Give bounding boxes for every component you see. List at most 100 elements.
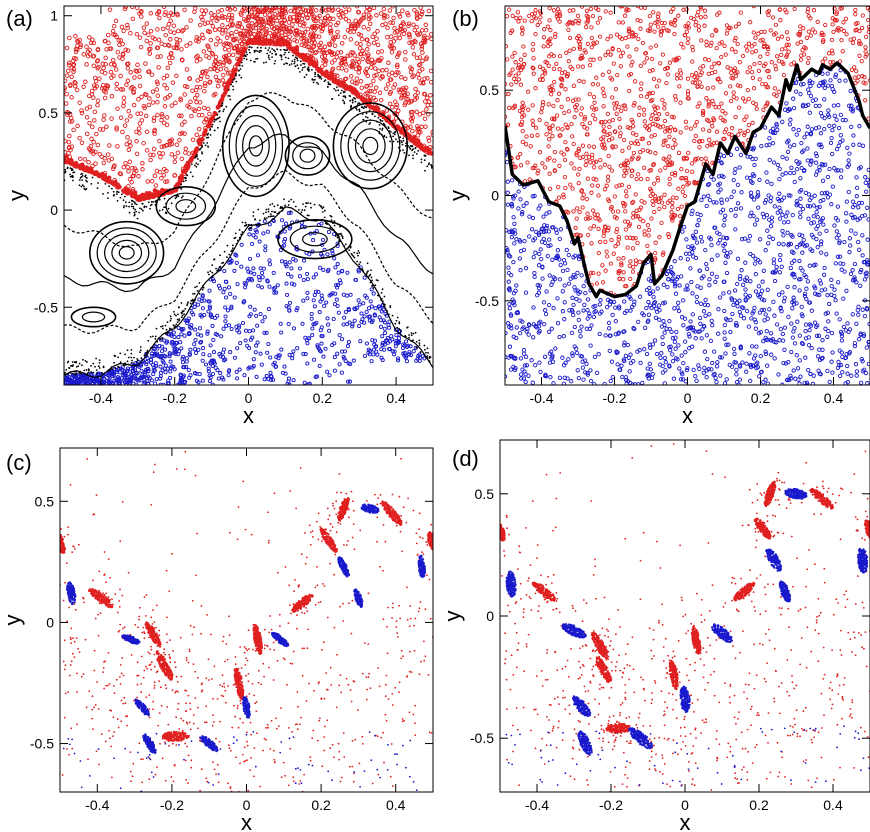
chaotic-point: [385, 136, 388, 139]
red-point: [252, 7, 257, 12]
chaotic-point: [413, 151, 416, 154]
chaotic-point: [88, 369, 90, 372]
red-point: [702, 57, 708, 62]
chaotic-point: [250, 46, 253, 49]
red-point: [773, 67, 779, 72]
red-point: [533, 8, 538, 13]
red-point: [631, 103, 636, 108]
red-point: [318, 40, 324, 46]
red-point: [212, 27, 218, 33]
blue-point: [347, 379, 352, 384]
red-point: [686, 21, 691, 26]
blue-point: [123, 376, 128, 381]
red-point: [627, 126, 633, 131]
chaotic-point: [207, 132, 210, 135]
red-point: [136, 97, 141, 102]
red-point: [322, 18, 328, 23]
blue-point: [254, 313, 259, 318]
chaotic-point: [207, 136, 210, 139]
red-point: [157, 150, 162, 156]
blue-point: [186, 367, 191, 373]
red-point: [574, 152, 579, 158]
red-point: [179, 156, 185, 162]
red-point: [122, 123, 128, 128]
red-point: [557, 163, 562, 169]
red-point: [287, 34, 292, 39]
red-point: [413, 86, 418, 92]
red-point: [596, 250, 601, 256]
chaotic-point: [298, 71, 301, 73]
red-point: [121, 100, 127, 105]
red-point: [93, 149, 98, 155]
red-point: [658, 29, 663, 34]
red-point: [544, 121, 549, 127]
red-point: [371, 40, 377, 46]
red-point: [323, 15, 328, 21]
red-point: [360, 48, 365, 54]
chaotic-point: [169, 315, 172, 318]
red-point: [715, 12, 720, 17]
chaotic-point: [267, 208, 270, 211]
chaotic-point: [252, 215, 255, 217]
red-point: [120, 56, 125, 61]
red-point: [259, 19, 265, 24]
red-point: [397, 14, 403, 19]
red-point: [168, 138, 173, 144]
red-point: [692, 138, 697, 144]
blue-point: [118, 370, 123, 375]
chaotic-point: [389, 305, 392, 307]
chaotic-point: [146, 349, 149, 352]
red-point: [208, 66, 213, 72]
red-point: [669, 210, 674, 215]
red-point: [201, 49, 207, 54]
chaotic-point: [389, 306, 392, 309]
chaotic-point: [81, 184, 84, 187]
red-point: [731, 76, 736, 81]
blue-point: [290, 356, 295, 361]
blue-point: [369, 287, 374, 292]
red-point: [183, 146, 189, 152]
separatrix: [64, 206, 433, 379]
blue-point: [371, 347, 377, 352]
blue-point: [305, 290, 310, 295]
chaotic-point: [284, 51, 287, 54]
blue-point: [153, 381, 158, 385]
red-point: [418, 41, 424, 46]
blue-point: [228, 350, 233, 355]
blue-point: [235, 346, 240, 351]
blue-point: [315, 343, 320, 348]
red-point: [829, 48, 835, 53]
red-point: [758, 38, 763, 43]
red-point: [134, 31, 140, 37]
red-point: [595, 82, 601, 87]
red-point: [784, 42, 789, 48]
boundary-point: [176, 181, 181, 187]
red-point: [680, 175, 685, 181]
chaotic-point: [349, 95, 352, 97]
red-point: [66, 139, 72, 145]
island-ring: [228, 104, 284, 187]
red-point: [407, 32, 412, 38]
red-point: [210, 51, 216, 57]
red-point: [165, 142, 170, 148]
red-point: [231, 46, 237, 51]
blue-point: [168, 375, 173, 380]
red-point: [124, 82, 129, 87]
red-point: [253, 22, 259, 27]
chaotic-point: [201, 151, 203, 154]
chaotic-point: [321, 207, 324, 210]
red-point: [372, 66, 378, 71]
red-point: [378, 97, 384, 103]
red-point: [655, 178, 661, 183]
blue-point: [202, 298, 207, 303]
red-point: [689, 161, 695, 166]
red-point: [329, 6, 335, 10]
chaotic-point: [402, 137, 405, 140]
chaotic-point: [81, 172, 84, 175]
red-point: [125, 25, 130, 31]
red-point: [165, 95, 170, 100]
boundary-point: [212, 110, 217, 116]
red-point: [156, 65, 161, 70]
blue-point: [342, 349, 348, 354]
blue-point: [199, 339, 204, 344]
